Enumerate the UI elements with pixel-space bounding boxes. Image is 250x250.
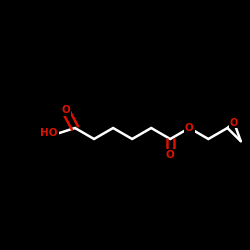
Text: O: O — [166, 150, 175, 160]
Text: O: O — [185, 123, 194, 133]
Text: HO: HO — [40, 128, 58, 138]
Text: O: O — [61, 106, 70, 116]
Text: O: O — [230, 118, 238, 128]
